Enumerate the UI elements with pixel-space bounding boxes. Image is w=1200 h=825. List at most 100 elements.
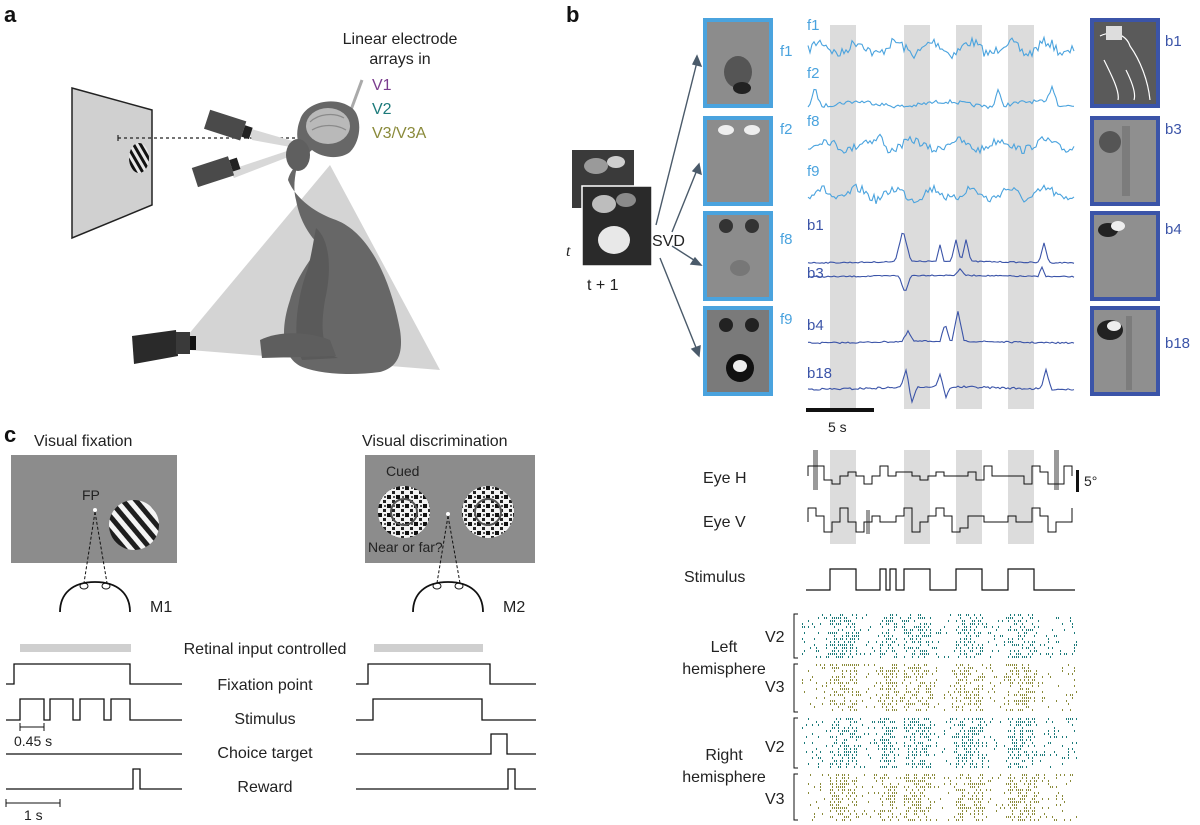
fixation-point-trace-left <box>6 663 182 685</box>
trace-label: b1 <box>807 217 824 234</box>
face-comp-label: f1 <box>780 43 793 60</box>
frame-label-t1: t + 1 <box>587 277 619 294</box>
eye-v-label: Eye V <box>703 514 746 531</box>
scale-marker <box>5 799 61 807</box>
face-comp-label: f8 <box>780 231 793 248</box>
monkey-m1-label: M1 <box>150 599 172 616</box>
face-comp-label: f9 <box>780 311 793 328</box>
trace-label: b4 <box>807 317 824 334</box>
stimulus-shading <box>830 25 1034 409</box>
raster-band-2 <box>802 664 1077 711</box>
face-traces <box>807 35 1075 204</box>
discrimination-title: Visual discrimination <box>362 433 508 450</box>
raster-area-label: V3 <box>765 679 785 696</box>
body-component-image <box>1090 211 1160 301</box>
body-trace-1 <box>807 232 1075 264</box>
timing-traces <box>6 663 536 790</box>
grating-stimulus-icon <box>109 500 159 550</box>
raster-band-4 <box>808 774 1077 821</box>
face-trace-2 <box>807 84 1075 110</box>
body-component-image <box>1090 306 1160 396</box>
face-component-image <box>703 211 773 301</box>
trace-label: b18 <box>807 365 832 382</box>
eye-scalebar-label: 5° <box>1084 473 1097 489</box>
raster-brackets <box>793 613 798 821</box>
face-comp-label: f2 <box>780 121 793 138</box>
fp-label: FP <box>82 487 100 503</box>
area-v3-label: V3/V3A <box>372 125 427 142</box>
raster-area-label: V2 <box>765 739 785 756</box>
body-comp-label: b18 <box>1165 335 1190 352</box>
experiment-illustration <box>71 79 440 374</box>
area-v2-label: V2 <box>372 101 392 118</box>
eye-h-trace <box>807 465 1073 485</box>
video-frames: t t + 1 SVD <box>566 150 685 294</box>
electrode-legend: Linear electrode arrays in V1 V2 V3/V3A <box>343 31 458 142</box>
trace-label: b3 <box>807 265 824 282</box>
area-v1-label: V1 <box>372 77 392 94</box>
face-component-image <box>703 116 773 206</box>
eye-h-label: Eye H <box>703 470 747 487</box>
body-comp-label: b1 <box>1165 33 1182 50</box>
grating-stimulus-icon <box>129 143 149 173</box>
trace-label: f1 <box>807 17 820 34</box>
body-component-images <box>1090 18 1160 396</box>
stimulus-trace-right <box>356 698 536 721</box>
hemisphere-label: hemisphere <box>682 769 766 786</box>
body-component-image <box>1090 116 1160 206</box>
fixation-point-icon <box>446 512 450 516</box>
hemisphere-label: Left <box>711 639 738 656</box>
trace-label: f2 <box>807 65 820 82</box>
panel-label-a: a <box>4 2 17 27</box>
face-component-images <box>703 18 773 396</box>
fixation-display: FP <box>11 455 177 563</box>
raster-area-label: V3 <box>765 791 785 808</box>
stimulus-label: Stimulus <box>684 569 745 586</box>
face-component-image <box>703 306 773 396</box>
panel-label-b: b <box>566 2 579 27</box>
timing-row-label: Choice target <box>217 745 313 762</box>
trace-label: f9 <box>807 163 820 180</box>
display-screen <box>71 87 153 240</box>
raster-area-label: V2 <box>765 629 785 646</box>
body-comp-label: b4 <box>1165 221 1182 238</box>
component-traces <box>807 35 1075 405</box>
hemisphere-label: hemisphere <box>682 661 766 678</box>
frame-label-t: t <box>566 243 571 260</box>
fixation-title: Visual fixation <box>34 433 132 450</box>
timing-row-label: Stimulus <box>234 711 295 728</box>
timing-row-label: Reward <box>237 779 292 796</box>
scale-label: 1 s <box>24 807 43 823</box>
stimulus-trace-left <box>6 698 182 721</box>
retinal-bar-left <box>20 644 131 652</box>
panel-label-c: c <box>4 422 16 447</box>
eye-scalebar <box>1076 470 1079 492</box>
body-component-image <box>1090 18 1160 108</box>
reward-trace-left <box>6 768 182 790</box>
discrimination-display: Cued Near or far? <box>365 455 535 563</box>
eye-camera-icon <box>203 109 253 141</box>
observer-head-icon <box>412 515 484 613</box>
eye-shading <box>830 450 1034 544</box>
eye-traces <box>807 465 1073 533</box>
body-trace-3 <box>808 311 1075 345</box>
hemisphere-label: Right <box>705 747 743 764</box>
spike-rasters <box>802 614 1077 821</box>
body-trace-4 <box>807 367 1075 405</box>
time-scalebar <box>806 408 874 412</box>
timing-row-label: Fixation point <box>217 677 313 694</box>
near-far-label: Near or far? <box>368 539 443 555</box>
body-trace-2 <box>807 265 1075 291</box>
eye-camera-icon <box>191 156 241 188</box>
retinal-bar-right <box>374 644 483 652</box>
retinal-input-label: Retinal input controlled <box>184 641 347 658</box>
electrode-title: arrays in <box>369 51 430 68</box>
fixation-point-icon <box>93 508 97 512</box>
face-component-image <box>703 18 773 108</box>
stimulus-trace <box>806 568 1075 591</box>
svd-label: SVD <box>652 233 685 250</box>
hemisphere-labels: Left hemisphere Right hemisphere V2 V3 V… <box>682 629 784 808</box>
trace-label: f8 <box>807 113 820 130</box>
body-comp-label: b3 <box>1165 121 1182 138</box>
